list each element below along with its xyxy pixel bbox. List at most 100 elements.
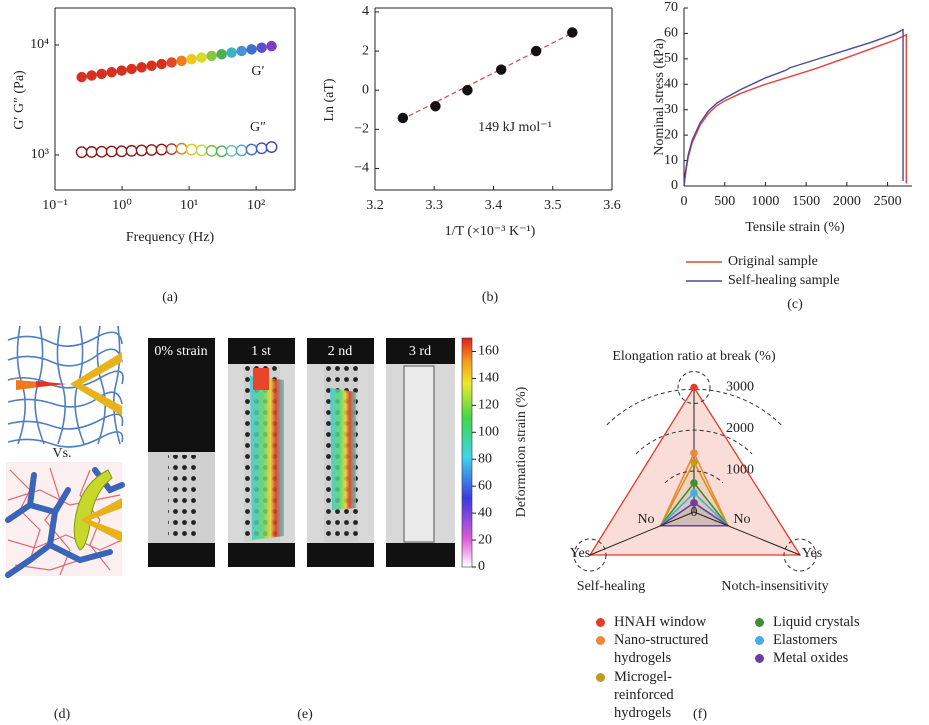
colorbar-label: Deformation strain (%): [514, 386, 529, 517]
radar-category-label: No: [733, 512, 750, 527]
panel-label: (a): [162, 290, 178, 305]
radar-point: [690, 489, 698, 497]
legend-label: Microgel-reinforced hydrogels: [614, 669, 674, 721]
colorbar-tick-label: 80: [478, 451, 492, 466]
data-point: [115, 145, 128, 158]
specimen: [168, 455, 196, 541]
x-tick-label: 3.6: [603, 198, 621, 213]
y-tick-label: 10³: [31, 147, 49, 162]
x-axis-label: Tensile strain (%): [745, 220, 845, 235]
radar-area: [588, 386, 802, 556]
data-point: [256, 42, 267, 53]
legend-label: Original sample: [728, 254, 818, 269]
strain-map: [250, 376, 284, 540]
radar-point: [690, 479, 698, 487]
data-point: [185, 143, 198, 156]
radar-tick-label: 2000: [726, 421, 754, 436]
data-point: [225, 144, 238, 157]
radar-tick-label: 0: [691, 505, 698, 520]
x-tick-label: 1000: [751, 194, 779, 209]
x-tick-label: 500: [714, 194, 735, 209]
data-point: [216, 48, 227, 60]
y-tick-label: 4: [362, 4, 369, 19]
legend-dot: [596, 636, 605, 645]
x-tick-label: 10⁰: [112, 198, 132, 213]
x-axis-label: Frequency (Hz): [126, 230, 215, 245]
vertex-ring: [783, 538, 817, 572]
data-point: [236, 45, 247, 57]
legend-label: Metal oxides: [773, 650, 849, 666]
data-point: [226, 47, 237, 58]
data-point: [265, 141, 278, 153]
data-point: [495, 64, 507, 75]
radar-area: [658, 501, 731, 527]
radar-axis: [693, 511, 801, 556]
data-point: [175, 142, 188, 155]
data-point: [255, 142, 268, 155]
data-point: [235, 144, 248, 157]
data-point: [135, 144, 148, 157]
legend-dot: [755, 654, 764, 663]
colorbar-tick-label: 60: [478, 478, 492, 493]
data-point: [136, 62, 147, 73]
strain-hotspot: [253, 368, 269, 390]
data-point: [165, 143, 178, 156]
y-tick-label: 60: [664, 26, 678, 41]
colorbar-tick-label: 160: [478, 344, 499, 359]
vertex-ring: [677, 371, 711, 404]
data-point: [397, 112, 409, 124]
colorbar-tick-label: 140: [478, 371, 499, 386]
data-point: [205, 144, 218, 157]
data-point: [196, 52, 207, 63]
x-tick-label: 3.2: [366, 198, 384, 213]
data-point: [75, 146, 88, 159]
legend-label: Self-healing sample: [728, 273, 840, 288]
radar-axis-label: Self-healing: [577, 579, 645, 594]
y-tick-label: 10⁴: [30, 37, 49, 52]
radar-axis-label: Elongation ratio at break (%): [612, 349, 776, 364]
y-tick-label: −2: [354, 122, 369, 137]
colorbar-tick-label: 100: [478, 425, 499, 440]
radar-category-label: Yes: [802, 546, 822, 561]
radar-point: [690, 383, 698, 392]
radar-axis: [589, 511, 695, 556]
y-axis-label: Ln (aT): [322, 78, 337, 121]
y-tick-label: 30: [664, 102, 678, 117]
y-tick-label: 2: [362, 43, 369, 58]
blade: [80, 498, 122, 542]
data-point: [145, 144, 158, 156]
radar-point: [690, 499, 698, 507]
data-point: [116, 65, 127, 76]
y-tick-label: 20: [664, 127, 678, 142]
x-tick-label: 3.3: [426, 198, 444, 213]
x-tick-label: 10⁻¹: [42, 198, 68, 213]
panel-label: (f): [693, 707, 707, 722]
radar-point: [690, 449, 698, 457]
x-tick-label: 10¹: [180, 198, 198, 213]
vertex-ring: [573, 538, 607, 572]
data-point: [245, 143, 258, 156]
legend-item: Microgel-reinforced hydrogels: [596, 668, 726, 722]
x-tick-label: 1500: [792, 194, 820, 209]
data-point: [206, 50, 217, 62]
frame-label: 0% strain: [154, 344, 207, 359]
legend-dot: [755, 636, 764, 645]
legend-item: Nano-structured hydrogels: [596, 631, 714, 667]
panel-label: (b): [482, 290, 499, 305]
y-axis-label: G′ G″ (Pa): [12, 70, 27, 130]
radar-tick-label: 3000: [726, 380, 754, 395]
panel-d-illustration: [5, 325, 125, 578]
data-point: [430, 100, 441, 112]
data-point: [166, 57, 177, 68]
legend-item: Metal oxides: [755, 649, 895, 667]
annotation: G′: [251, 64, 264, 79]
specimen: [403, 365, 435, 543]
radar-point: [690, 458, 698, 467]
fit-line: [401, 31, 574, 121]
data-line: [683, 33, 907, 187]
data-point: [176, 55, 187, 67]
legend-item: HNAH window: [596, 613, 714, 631]
data-point: [186, 53, 197, 65]
